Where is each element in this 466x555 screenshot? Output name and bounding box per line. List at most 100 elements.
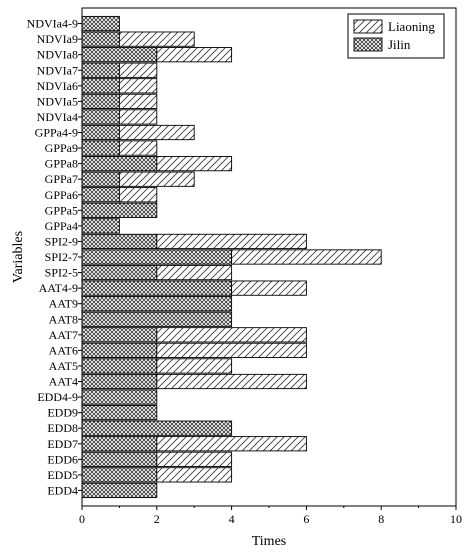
- legend-label-liaoning: Liaoning: [388, 19, 435, 34]
- x-tick-label: 0: [79, 512, 85, 526]
- y-tick-label: NDVIa8: [37, 48, 78, 62]
- y-axis-title: Variables: [11, 231, 26, 283]
- y-tick-label: SPI2-9: [45, 234, 78, 248]
- bar-liaoning-ndvia9: [118, 31, 195, 47]
- bar-jilin-ndvia8: [81, 47, 158, 63]
- bar-liaoning-spi2-5: [156, 264, 233, 281]
- y-tick-label: SPI2-7: [45, 250, 78, 264]
- bar-jilin-ndvia9: [81, 31, 120, 47]
- bar-jilin-aat4: [81, 373, 158, 390]
- bar-jilin-aat5: [81, 358, 158, 374]
- y-tick-label: GPPa4: [45, 219, 78, 233]
- bar-liaoning-aat4-9: [231, 280, 307, 296]
- y-tick-label: GPPa9: [45, 141, 78, 155]
- bar-jilin-gppa8: [81, 156, 158, 172]
- bar-jilin-gppa4-9: [81, 124, 120, 141]
- bar-liaoning-ndvia8: [156, 47, 233, 63]
- bar-jilin-gppa9: [81, 140, 120, 156]
- bar-jilin-spi2-5: [81, 264, 158, 281]
- bar-jilin-aat9: [81, 296, 233, 312]
- y-tick-label: GPPa4-9: [35, 126, 78, 140]
- bar-jilin-edd5: [81, 467, 158, 483]
- bar-liaoning-ndvia4: [118, 109, 158, 125]
- bar-liaoning-edd7: [156, 436, 307, 452]
- bar-jilin-edd4-9: [81, 389, 158, 405]
- bar-liaoning-ndvia5: [118, 93, 158, 109]
- y-tick-label: EDD8: [47, 421, 78, 435]
- bar-jilin-gppa4: [81, 218, 120, 234]
- bar-jilin-gppa5: [81, 202, 158, 218]
- bar-liaoning-spi2-7: [231, 249, 382, 265]
- x-tick-label: 2: [154, 512, 160, 526]
- bar-jilin-edd7: [81, 436, 158, 452]
- bar-jilin-spi2-7: [81, 249, 233, 265]
- bar-liaoning-ndvia7: [118, 62, 158, 78]
- legend-label-jilin: Jilin: [388, 37, 411, 52]
- bar-jilin-ndvia4-9: [81, 15, 120, 32]
- y-tick-label: EDD5: [47, 468, 78, 482]
- legend-swatch-jilin: [353, 37, 383, 52]
- bar-jilin-ndvia5: [81, 93, 120, 109]
- x-axis-title: Times: [252, 534, 287, 549]
- bar-jilin-edd9: [81, 405, 158, 421]
- bar-jilin-edd8: [81, 420, 233, 436]
- y-tick-label: NDVIa5: [37, 94, 78, 108]
- y-tick-label: AAT5: [49, 359, 78, 373]
- x-tick-label: 6: [303, 512, 309, 526]
- bar-jilin-gppa7: [81, 171, 120, 187]
- bar-liaoning-ndvia6: [118, 78, 158, 94]
- x-tick-label: 8: [378, 512, 384, 526]
- bar-jilin-aat8: [81, 311, 233, 327]
- bar-jilin-aat7: [81, 327, 158, 343]
- y-tick-label: EDD4-9: [37, 390, 78, 404]
- y-tick-label: NDVIa4-9: [27, 17, 78, 31]
- bar-jilin-edd6: [81, 451, 158, 467]
- y-tick-label: GPPa7: [45, 172, 78, 186]
- y-tick-label: GPPa6: [45, 188, 78, 202]
- bar-liaoning-spi2-9: [156, 233, 307, 250]
- bar-jilin-spi2-9: [81, 233, 158, 250]
- bar-liaoning-gppa6: [118, 187, 158, 203]
- y-tick-label: EDD4: [47, 483, 78, 497]
- y-tick-label: NDVIa7: [37, 63, 78, 77]
- y-tick-label: GPPa5: [45, 203, 78, 217]
- y-tick-label: AAT4-9: [39, 281, 78, 295]
- bar-jilin-aat6: [81, 342, 158, 358]
- y-tick-label: EDD9: [47, 406, 78, 420]
- y-tick-label: AAT8: [49, 312, 78, 326]
- bar-liaoning-edd6: [156, 451, 233, 467]
- bar-liaoning-aat5: [156, 358, 233, 374]
- legend-swatch-liaoning: [353, 19, 383, 34]
- y-tick-label: AAT6: [49, 343, 78, 357]
- bar-jilin-aat4-9: [81, 280, 233, 296]
- bar-liaoning-aat6: [156, 342, 307, 358]
- y-tick-label: EDD6: [47, 452, 78, 466]
- bar-jilin-gppa6: [81, 187, 120, 203]
- bar-liaoning-aat4: [156, 373, 307, 390]
- bar-liaoning-aat7: [156, 327, 307, 343]
- bar-liaoning-gppa8: [156, 156, 233, 172]
- y-tick-label: GPPa8: [45, 157, 78, 171]
- bar-liaoning-edd5: [156, 467, 233, 483]
- bar-liaoning-gppa9: [118, 140, 158, 156]
- y-tick-label: NDVIa9: [37, 32, 78, 46]
- x-tick-label: 10: [450, 512, 462, 526]
- y-tick-label: NDVIa6: [37, 79, 78, 93]
- bar-jilin-ndvia4: [81, 109, 120, 125]
- y-tick-label: AAT4: [49, 375, 78, 389]
- y-tick-label: EDD7: [47, 437, 78, 451]
- x-tick-label: 4: [229, 512, 235, 526]
- bar-jilin-edd4: [81, 482, 158, 499]
- y-tick-label: AAT9: [49, 297, 78, 311]
- y-tick-label: SPI2-5: [45, 266, 78, 280]
- y-tick-label: NDVIa4: [37, 110, 78, 124]
- legend: Liaoning Jilin: [347, 13, 445, 59]
- bar-jilin-ndvia7: [81, 62, 120, 78]
- bar-liaoning-gppa4-9: [118, 124, 195, 141]
- bars-layer: [81, 15, 382, 499]
- bar-jilin-ndvia6: [81, 78, 120, 94]
- y-tick-label: AAT7: [49, 328, 78, 342]
